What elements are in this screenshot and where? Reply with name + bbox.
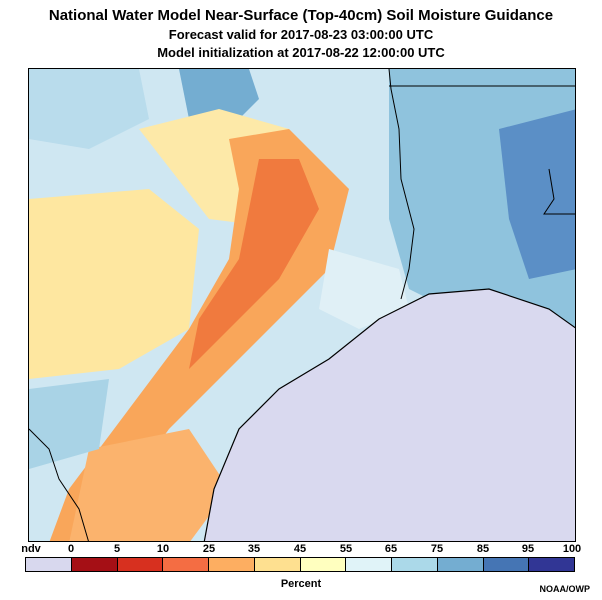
forecast-valid-text: Forecast valid for 2017-08-23 03:00:00 U… — [168, 27, 434, 42]
legend-label: 10 — [156, 543, 170, 555]
soil-moisture-map — [28, 68, 576, 542]
credit-text: NOAA/OWP — [539, 584, 591, 594]
coastline — [203, 288, 575, 541]
legend-swatch — [209, 558, 255, 571]
legend-label: 0 — [67, 543, 75, 555]
legend-label: 65 — [384, 543, 398, 555]
legend-label: 85 — [476, 543, 490, 555]
moderate-region-west — [29, 189, 199, 379]
legend-swatch — [392, 558, 438, 571]
legend-labels: ndv 0 5 10 25 35 45 55 65 75 85 95 100 — [0, 543, 602, 559]
legend-color-bar — [25, 557, 575, 572]
legend-swatch — [300, 558, 347, 571]
legend-label: 95 — [521, 543, 535, 555]
model-init-text: Model initialization at 2017-08-22 12:00… — [157, 45, 445, 60]
legend-swatch — [71, 558, 118, 571]
legend-label: 25 — [202, 543, 216, 555]
legend-label: 55 — [339, 543, 353, 555]
legend-swatch — [437, 558, 484, 571]
state-border-tx-la — [388, 69, 415, 300]
legend-label-ndv: ndv — [21, 543, 41, 555]
legend-swatch — [117, 558, 164, 571]
legend-swatch — [346, 558, 392, 571]
legend-label: 45 — [293, 543, 307, 555]
title-block: National Water Model Near-Surface (Top-4… — [0, 6, 602, 62]
legend-swatch — [529, 558, 574, 571]
gulf-of-mexico — [204, 289, 575, 541]
very-wet-region-east — [499, 109, 575, 279]
legend-swatch — [254, 558, 301, 571]
legend-swatch — [483, 558, 530, 571]
legend-swatch — [26, 558, 72, 571]
border-us-mexico — [29, 428, 89, 541]
legend-swatch — [163, 558, 209, 571]
legend-title: Percent — [280, 578, 322, 590]
wet-region-southwest — [29, 379, 109, 469]
light-region-central — [319, 249, 409, 329]
legend-label: 5 — [113, 543, 121, 555]
dry-region-south — [69, 429, 229, 541]
wet-region-northwest — [29, 69, 149, 149]
legend-label: 100 — [562, 543, 582, 555]
legend-label: 75 — [430, 543, 444, 555]
very-dry-band — [189, 159, 319, 369]
map-canvas — [29, 69, 575, 541]
state-border-la-ms — [543, 168, 575, 215]
legend-label: 35 — [247, 543, 261, 555]
map-title: National Water Model Near-Surface (Top-4… — [48, 7, 554, 24]
